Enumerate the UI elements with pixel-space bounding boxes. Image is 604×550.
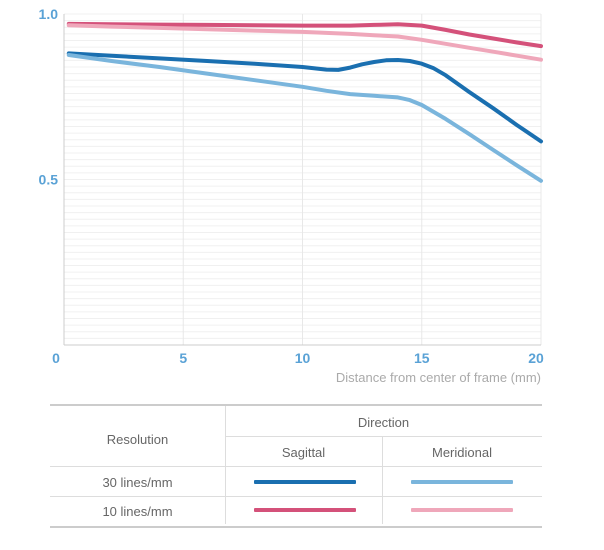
y-tick-label: 1.0 — [39, 6, 59, 22]
x-axis-label: Distance from center of frame (mm) — [336, 370, 541, 385]
axes — [63, 14, 541, 346]
legend-table: Resolution Direction Sagittal Meridional… — [50, 404, 542, 528]
swatch-sagittal-10 — [254, 508, 356, 512]
tick-labels: 0 5 10 15 20 0.5 1.0 — [39, 6, 544, 366]
legend-divider — [50, 496, 542, 497]
series-line-m10 — [66, 23, 543, 62]
swatch-meridional-10 — [411, 508, 513, 512]
resolution-header: Resolution — [106, 432, 169, 447]
swatch-meridional-30 — [411, 480, 513, 484]
meridional-header: Meridional — [432, 445, 492, 460]
mtf-chart: 0 5 10 15 20 0.5 1.0 Distance from center of f… — [39, 6, 544, 385]
series-line-s30 — [66, 51, 543, 144]
series-lines — [66, 21, 543, 183]
swatch-sagittal-30 — [254, 480, 356, 484]
row-label-10: 10 lines/mm — [102, 504, 173, 519]
legend-divider — [225, 436, 542, 437]
x-tick-label: 15 — [414, 350, 430, 366]
x-tick-label: 10 — [295, 350, 311, 366]
legend-divider — [50, 466, 542, 467]
series-line-m30 — [66, 53, 543, 183]
row-label-30: 30 lines/mm — [102, 475, 173, 490]
x-tick-label: 0 — [52, 350, 60, 366]
x-tick-label: 20 — [528, 350, 544, 366]
series-line-s10 — [66, 21, 543, 49]
x-tick-label: 5 — [179, 350, 187, 366]
sagittal-header: Sagittal — [281, 445, 326, 460]
legend-divider — [225, 406, 226, 524]
y-tick-label: 0.5 — [39, 172, 59, 188]
legend-divider — [382, 436, 383, 524]
direction-header: Direction — [357, 415, 410, 430]
